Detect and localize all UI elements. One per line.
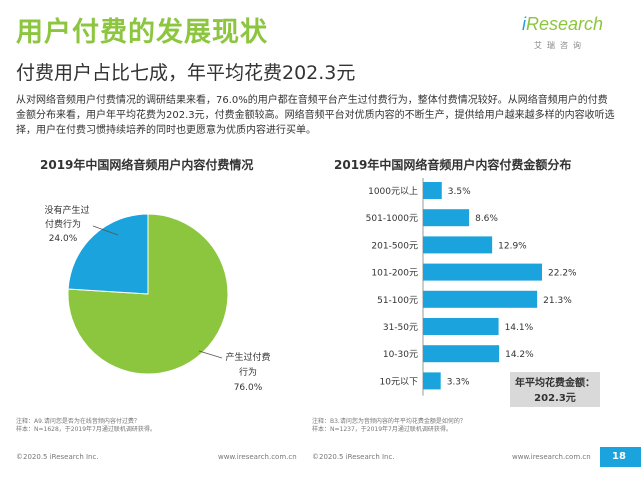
page-subtitle: 付费用户占比七成，年平均花费202.3元 — [16, 62, 356, 84]
bar — [423, 209, 470, 227]
bar — [423, 236, 493, 254]
pie-label-paid-value: 76.0% — [234, 383, 263, 393]
bar — [423, 263, 542, 281]
footer-copyright-left: ©2020.5 iResearch Inc. — [16, 453, 99, 461]
logo-wordmark: iResearch — [522, 14, 604, 34]
right-note-sample: 样本：N=1237，于2019年7月通过联机调研获得。 — [312, 426, 452, 433]
pie-label-no-pay-line2: 付费行为 — [45, 218, 81, 230]
pie-label-paid: 产生过付费 行为 76.0% — [225, 351, 270, 393]
bar-category-label: 201-500元 — [371, 241, 418, 251]
bar-chart-title: 2019年中国网络音频用户内容付费金额分布 — [334, 158, 572, 172]
right-note-question: 注释：B3.请问您为音频内容的年平均花费金额是如何的？ — [312, 418, 466, 425]
pie-chart-title: 2019年中国网络音频用户内容付费情况 — [40, 158, 254, 172]
pie-label-no-pay-line1: 没有产生过 — [44, 204, 89, 216]
left-note-question: 注释：A9.请问您是否为在线音频内容付过费？ — [16, 418, 140, 425]
bar — [423, 318, 499, 335]
pie-label-paid-line2: 行为 — [239, 366, 257, 378]
pie-slice-1 — [67, 213, 149, 295]
bar — [423, 290, 538, 308]
bar-value-label: 14.1% — [505, 323, 534, 333]
bar-value-label: 3.5% — [448, 187, 471, 197]
bar-category-label: 501-1000元 — [366, 214, 418, 224]
average-spend-callout: 年平均花费金额： 202.3元 — [510, 372, 600, 407]
bar — [423, 182, 442, 199]
left-notes: 注释：A9.请问您是否为在线音频内容付过费？ 样本：N=1628，于2019年7… — [16, 418, 306, 434]
bar-category-label: 51-100元 — [377, 296, 418, 306]
footer-url-right: www.iresearch.com.cn — [512, 453, 591, 461]
intro-paragraph: 从对网络音频用户付费情况的调研结果来看，76.0%的用户都在音频平台产生过付费行… — [16, 95, 615, 136]
bar-category-label: 10元以下 — [380, 377, 418, 387]
bar-value-label: 21.3% — [543, 296, 572, 306]
bar — [423, 345, 500, 363]
bar — [423, 372, 441, 390]
average-spend-callout-line1: 年平均花费金额： — [515, 376, 595, 389]
pie-leader-no-pay — [92, 225, 119, 236]
pie-leader-paid — [198, 350, 223, 359]
average-spend-callout-line2: 202.3元 — [534, 392, 576, 404]
bar-value-label: 22.2% — [548, 269, 577, 279]
footer-copyright-right: ©2020.5 iResearch Inc. — [312, 453, 395, 461]
bar-value-label: 12.9% — [498, 241, 527, 251]
bar-value-label: 3.3% — [447, 377, 470, 387]
footer-url-left: www.iresearch.com.cn — [218, 453, 297, 461]
pie-label-no-pay-value: 24.0% — [49, 234, 78, 244]
bar-category-label: 31-50元 — [383, 323, 418, 333]
bar-value-label: 14.2% — [505, 350, 534, 360]
bar-category-label: 101-200元 — [371, 269, 418, 279]
pie-label-paid-line1: 产生过付费 — [225, 351, 270, 363]
bar-value-label: 8.6% — [475, 214, 498, 224]
iresearch-logo: iResearch 艾瑞咨询 — [512, 14, 604, 56]
average-spend-callout-box — [510, 372, 600, 407]
logo-subtitle: 艾瑞咨询 — [534, 41, 586, 50]
bar-category-label: 1000元以上 — [368, 186, 418, 197]
bar-category-label: 10-30元 — [383, 350, 418, 360]
page-number: 18 — [600, 447, 641, 467]
right-notes: 注释：B3.请问您为音频内容的年平均花费金额是如何的？ 样本：N=1237，于2… — [312, 418, 602, 434]
pie-label-no-pay: 没有产生过 付费行为 24.0% — [44, 204, 89, 244]
page-title: 用户付费的发展现状 — [16, 17, 268, 48]
left-note-sample: 样本：N=1628，于2019年7月通过联机调研获得。 — [16, 426, 156, 433]
